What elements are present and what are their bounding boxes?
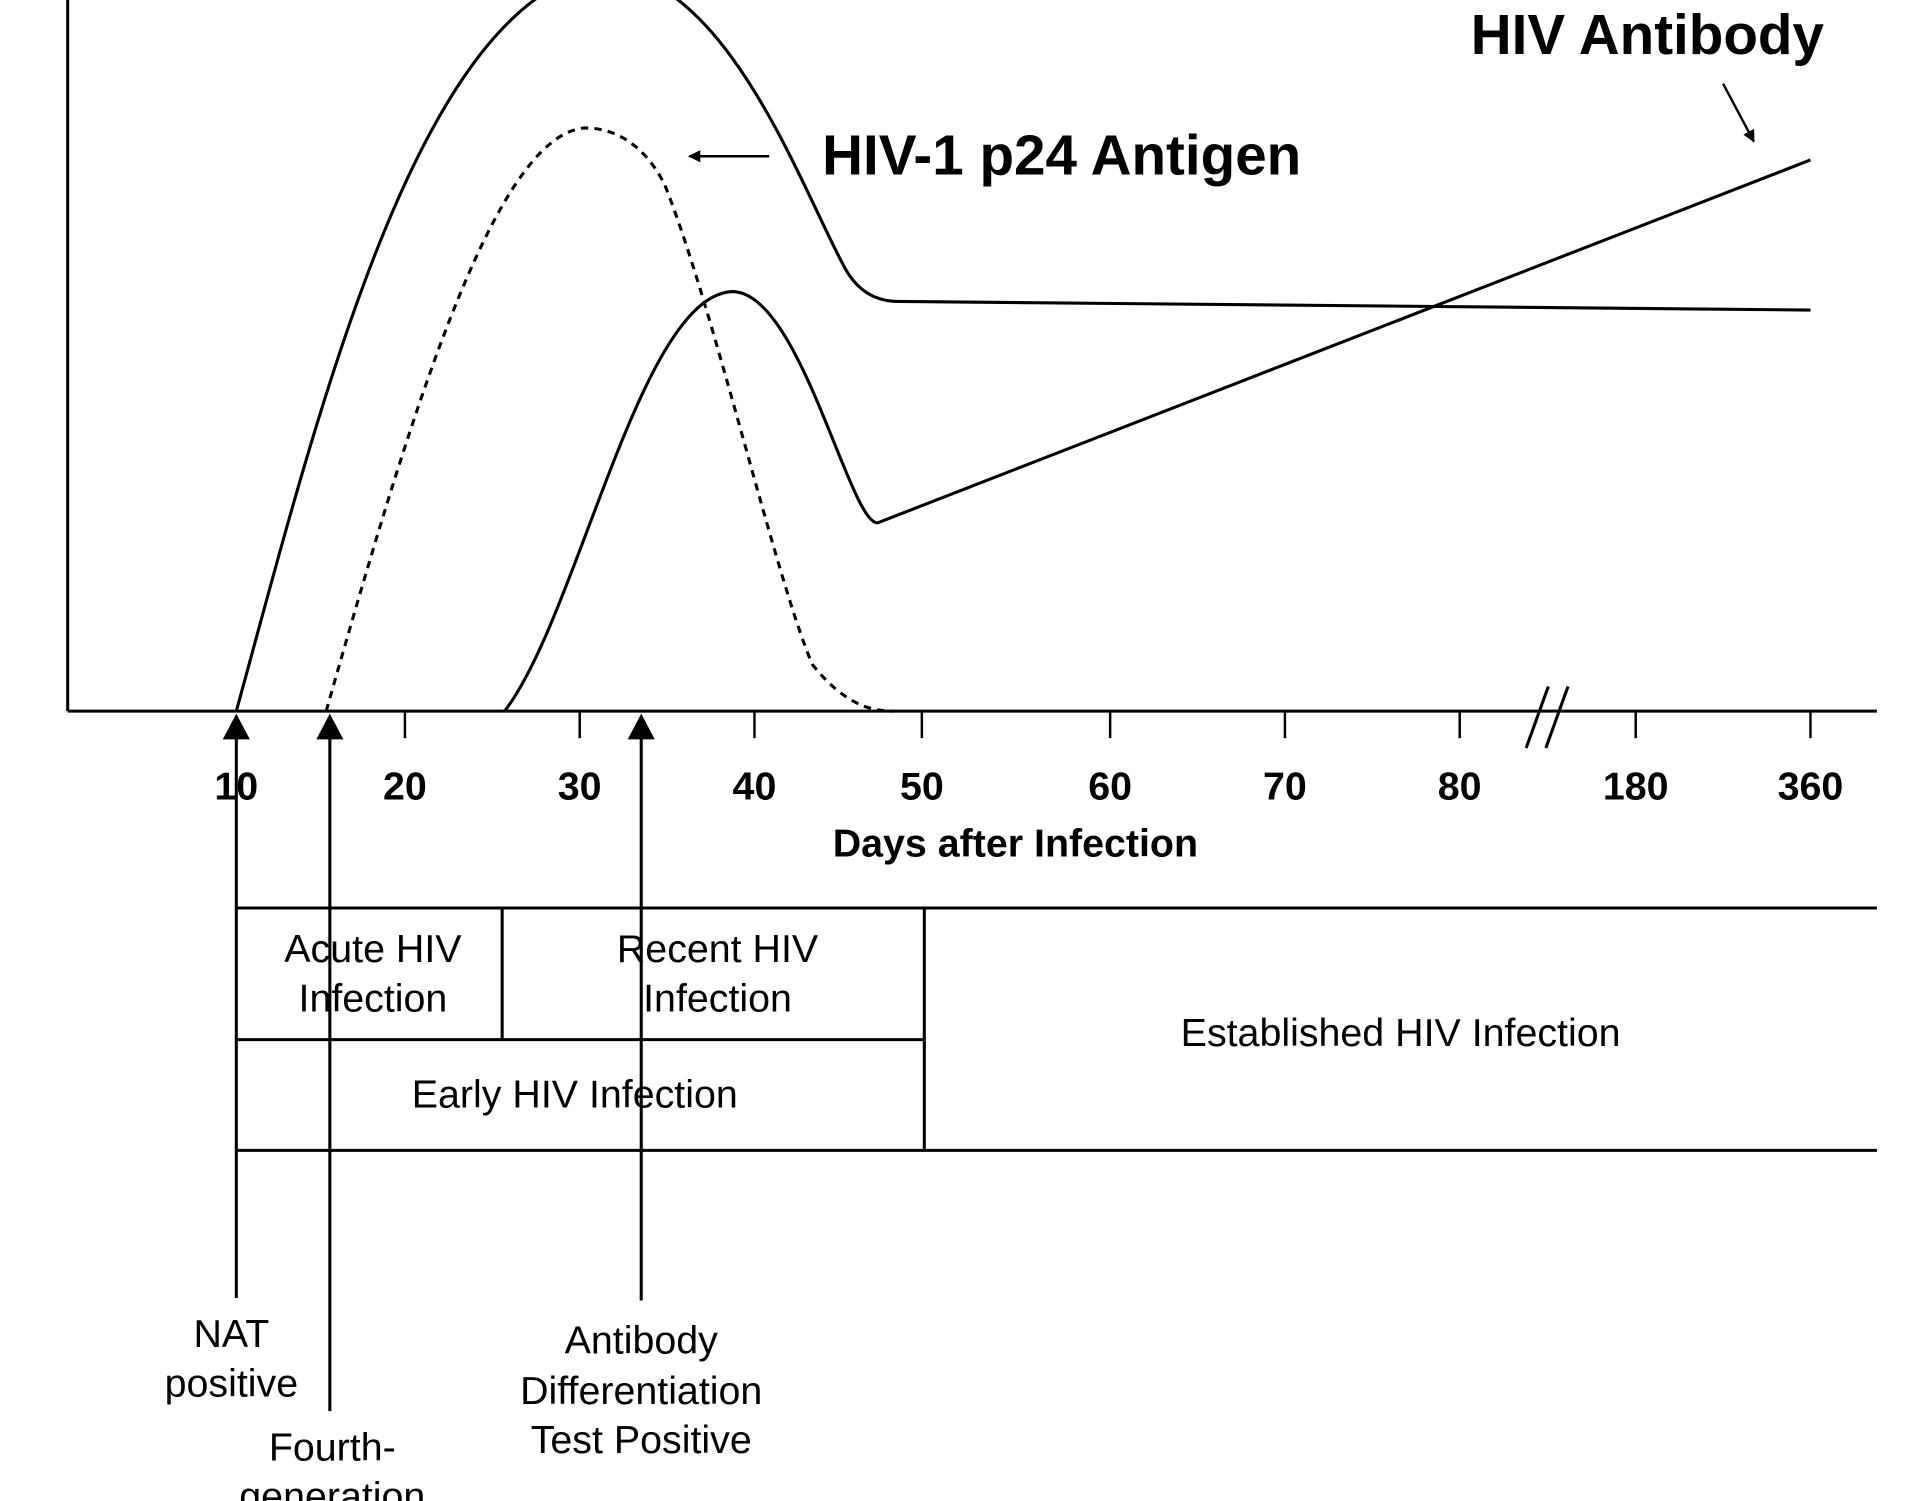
- antibody-pointer: [1721, 83, 1755, 143]
- tick-label: 10: [214, 765, 258, 809]
- tick-label: 80: [1438, 765, 1482, 809]
- arrow-head: [316, 713, 344, 740]
- stage-label: Infection: [643, 976, 792, 1020]
- rna-curve: [234, 0, 1811, 712]
- stage-label: Recent HIV: [617, 927, 819, 971]
- stage-label: Early HIV Infection: [412, 1072, 738, 1116]
- axis-break: [1544, 686, 1570, 749]
- stage-label: Infection: [299, 976, 448, 1020]
- arrow-head: [627, 713, 655, 740]
- marker-label: NAT: [193, 1312, 269, 1356]
- tick-label: 40: [733, 765, 777, 809]
- axis-break: [1524, 686, 1550, 749]
- marker-label: positive: [165, 1361, 298, 1405]
- stage-label: Acute HIV: [284, 927, 462, 971]
- tick-label: 360: [1778, 765, 1844, 809]
- tick-label: 30: [558, 765, 602, 809]
- marker-label: Antibody: [565, 1318, 719, 1362]
- axis-title: Days after Infection: [833, 821, 1198, 865]
- marker-label: Fourth-: [269, 1425, 396, 1469]
- tick-label: 70: [1263, 765, 1307, 809]
- antibody-curve: [503, 158, 1812, 713]
- tick-label: 50: [900, 765, 944, 809]
- tick-label: 20: [383, 765, 427, 809]
- curve-label: HIV-1 p24 Antigen: [822, 124, 1301, 187]
- stage-label: Established HIV Infection: [1181, 1011, 1621, 1055]
- marker-label: Differentiation: [520, 1369, 762, 1413]
- marker-label: Test Positive: [531, 1418, 752, 1462]
- marker-label: generation: [239, 1475, 425, 1501]
- p24-curve: [324, 126, 895, 713]
- arrow-head: [222, 713, 250, 740]
- tick-label: 180: [1603, 765, 1669, 809]
- tick-label: 60: [1088, 765, 1132, 809]
- curve-label: HIV Antibody: [1471, 3, 1825, 66]
